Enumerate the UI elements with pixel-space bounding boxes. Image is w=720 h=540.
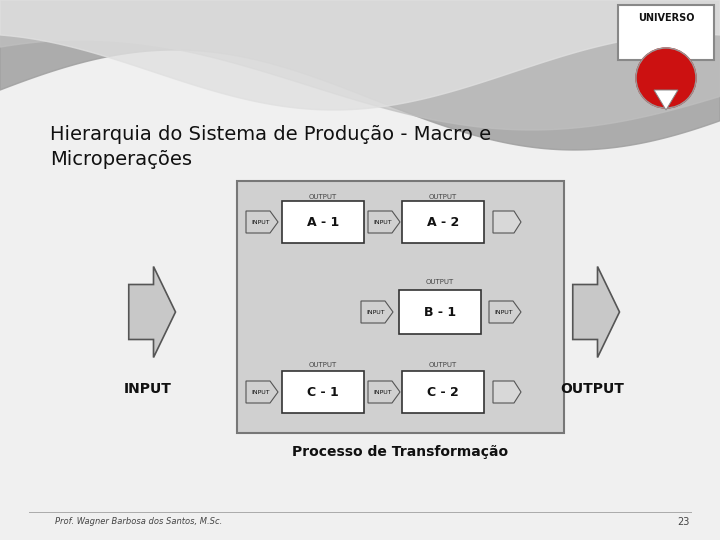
Polygon shape [493, 211, 521, 233]
FancyBboxPatch shape [618, 5, 714, 60]
Text: INPUT: INPUT [373, 219, 392, 225]
Circle shape [636, 48, 696, 108]
Text: OUTPUT: OUTPUT [429, 194, 457, 200]
Text: C - 1: C - 1 [307, 386, 339, 399]
Text: INPUT: INPUT [373, 389, 392, 395]
Text: Microperações: Microperações [50, 150, 192, 169]
Polygon shape [572, 267, 619, 357]
Text: C - 2: C - 2 [427, 386, 459, 399]
Text: OUTPUT: OUTPUT [426, 279, 454, 285]
Polygon shape [129, 267, 176, 357]
Text: OUTPUT: OUTPUT [429, 362, 457, 368]
FancyBboxPatch shape [399, 290, 481, 334]
Text: Hierarquia do Sistema de Produção - Macro e: Hierarquia do Sistema de Produção - Macr… [50, 125, 491, 144]
Polygon shape [489, 301, 521, 323]
FancyBboxPatch shape [282, 371, 364, 413]
Text: OUTPUT: OUTPUT [309, 194, 337, 200]
Text: INPUT: INPUT [251, 219, 270, 225]
Text: B - 1: B - 1 [424, 306, 456, 319]
FancyBboxPatch shape [237, 181, 564, 433]
FancyBboxPatch shape [402, 371, 484, 413]
Text: 23: 23 [678, 517, 690, 527]
Polygon shape [246, 381, 278, 403]
Polygon shape [493, 381, 521, 403]
Text: OUTPUT: OUTPUT [309, 362, 337, 368]
Text: A - 2: A - 2 [427, 215, 459, 228]
Text: UNIVERSO: UNIVERSO [638, 13, 694, 23]
Polygon shape [361, 301, 393, 323]
Text: INPUT: INPUT [494, 309, 513, 314]
Text: Prof. Wagner Barbosa dos Santos, M.Sc.: Prof. Wagner Barbosa dos Santos, M.Sc. [55, 517, 222, 526]
Polygon shape [654, 90, 678, 110]
Text: INPUT: INPUT [124, 382, 172, 396]
FancyBboxPatch shape [402, 201, 484, 243]
Text: INPUT: INPUT [251, 389, 270, 395]
Text: A - 1: A - 1 [307, 215, 339, 228]
Polygon shape [368, 381, 400, 403]
Text: INPUT: INPUT [366, 309, 384, 314]
Polygon shape [246, 211, 278, 233]
Polygon shape [368, 211, 400, 233]
FancyBboxPatch shape [282, 201, 364, 243]
Text: OUTPUT: OUTPUT [560, 382, 624, 396]
Text: Processo de Transformação: Processo de Transformação [292, 445, 508, 459]
